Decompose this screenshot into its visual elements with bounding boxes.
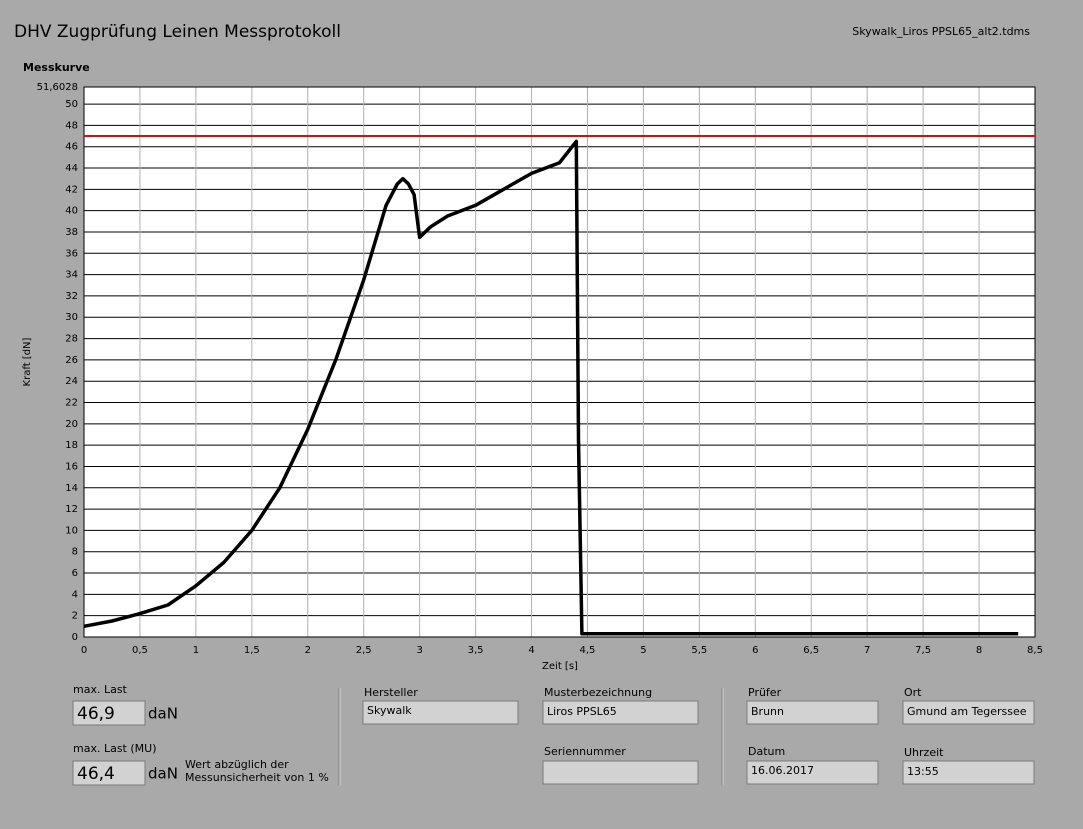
label: Datum: [748, 745, 785, 758]
field-box: [72, 760, 146, 786]
y-tick-label: 22: [65, 398, 78, 409]
field-box: [362, 700, 519, 725]
plot-frame: [83, 86, 1036, 638]
value: Skywalk: [367, 704, 412, 717]
y-tick-label: 32: [65, 291, 78, 302]
y-tick-label: 51,6028: [37, 82, 78, 93]
y-tick-label: 16: [65, 461, 78, 472]
label: Uhrzeit: [904, 746, 944, 759]
y-tick-label: 24: [65, 376, 78, 387]
field-box: [746, 700, 879, 725]
value: Liros PPSL65: [547, 705, 617, 718]
x-tick-label: 4: [528, 645, 534, 656]
field-box: [542, 700, 699, 725]
label: Ort: [904, 686, 922, 699]
field-box: [542, 760, 699, 785]
y-tick-label: 36: [65, 248, 78, 259]
x-tick-label: 7: [864, 645, 870, 656]
x-tick-label: 1: [193, 645, 199, 656]
y-tick-label: 50: [65, 99, 78, 110]
y-tick-label: 14: [65, 483, 78, 494]
y-tick-label: 12: [65, 504, 78, 515]
label: Seriennummer: [544, 745, 626, 758]
x-tick-label: 2,5: [356, 645, 372, 656]
x-tick-label: 5,5: [691, 645, 707, 656]
value: 13:55: [907, 765, 939, 778]
field-box: [902, 700, 1035, 725]
y-tick-label: 10: [65, 525, 78, 536]
value: 46,9: [77, 704, 115, 724]
x-tick-label: 0: [81, 645, 87, 656]
x-tick-label: 0,5: [132, 645, 148, 656]
y-tick-label: 26: [65, 355, 78, 366]
data-line: [83, 139, 1019, 636]
value: 16.06.2017: [751, 764, 814, 777]
value: Gmund am Tegerssee: [907, 705, 1027, 718]
label: Musterbezeichnung: [544, 686, 652, 699]
x-axis-label: Zeit [s]: [542, 661, 578, 672]
y-tick-label: 38: [65, 227, 78, 238]
plot-area: [84, 87, 1035, 637]
field-box: [902, 760, 1035, 785]
x-tick-label: 1,5: [244, 645, 260, 656]
y-tick-label: 42: [65, 184, 78, 195]
y-tick-label: 18: [65, 440, 78, 451]
y-tick-label: 4: [72, 589, 78, 600]
x-tick-label: 3: [416, 645, 422, 656]
y-tick-label: 44: [65, 163, 78, 174]
y-tick-label: 48: [65, 120, 78, 131]
page-title: DHV Zugprüfung Leinen Messprotokoll: [14, 22, 341, 42]
y-tick-label: 46: [65, 142, 78, 153]
x-tick-label: 2: [305, 645, 311, 656]
label: max. Last (MU): [73, 742, 157, 755]
x-tick-label: 4,5: [580, 645, 596, 656]
y-tick-label: 8: [72, 547, 78, 558]
unit: daN: [148, 765, 178, 783]
x-tick-label: 5: [640, 645, 646, 656]
field-box: [746, 760, 879, 785]
x-tick-label: 6: [752, 645, 758, 656]
label: max. Last: [73, 683, 128, 696]
y-tick-label: 34: [65, 270, 78, 281]
y-tick-label: 2: [72, 611, 78, 622]
y-tick-label: 6: [72, 568, 78, 579]
y-tick-label: 40: [65, 206, 78, 217]
value: 46,4: [77, 764, 115, 784]
y-tick-label: 0: [72, 632, 78, 643]
chart-title: Messkurve: [23, 61, 90, 74]
field-box: [72, 700, 146, 726]
label: Prüfer: [748, 686, 782, 699]
x-tick-label: 7,5: [915, 645, 931, 656]
file-name: Skywalk_Liros PPSL65_alt2.tdms: [852, 25, 1030, 38]
y-tick-label: 20: [65, 419, 78, 430]
y-tick-label: 28: [65, 334, 78, 345]
value: Brunn: [751, 705, 784, 718]
x-tick-label: 8,5: [1027, 645, 1043, 656]
x-tick-label: 3,5: [468, 645, 484, 656]
unit: daN: [148, 705, 178, 723]
note: Wert abzüglich der: [185, 758, 289, 771]
x-tick-label: 8: [976, 645, 982, 656]
label: Hersteller: [364, 686, 418, 699]
x-tick-label: 6,5: [803, 645, 819, 656]
y-axis-label: Kraft [dN]: [22, 337, 33, 386]
y-tick-label: 30: [65, 312, 78, 323]
note: Messunsicherheit von 1 %: [185, 771, 329, 784]
